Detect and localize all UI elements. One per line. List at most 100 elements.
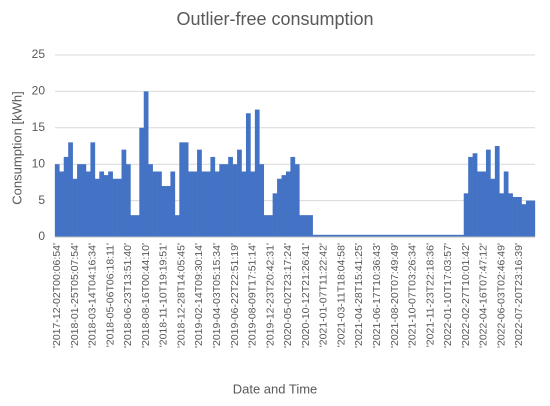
x-tick-label: '2022-07-20T23:16:39' (513, 243, 525, 348)
bar (517, 196, 522, 237)
bar (357, 234, 362, 237)
bar (419, 234, 425, 237)
bar (503, 171, 509, 237)
bar (499, 193, 505, 237)
bar (308, 215, 313, 237)
x-tick-label: '2019-12-23T20:42:31' (264, 243, 276, 348)
bar (379, 234, 385, 237)
bar (81, 164, 87, 237)
bar (272, 193, 278, 237)
bar (259, 164, 265, 237)
x-tick-label: '2018-11-10T19:19:51' (158, 243, 170, 347)
bar (525, 200, 531, 237)
y-tick-label: 15 (32, 120, 46, 134)
bar (374, 234, 380, 237)
bar (228, 156, 233, 237)
bar (263, 215, 269, 237)
bar (210, 156, 216, 237)
bar (192, 171, 198, 237)
bar (365, 234, 371, 237)
bar (277, 178, 282, 237)
bar (454, 234, 460, 237)
bar (459, 234, 465, 237)
x-tick-label: '2019-06-22T22:51:19' (229, 243, 241, 348)
bar (125, 164, 131, 237)
bar (165, 186, 171, 237)
bar (139, 127, 145, 237)
bar (130, 215, 136, 237)
bar (85, 171, 91, 237)
bar (54, 164, 60, 237)
bar (117, 178, 122, 237)
y-tick-label: 10 (32, 156, 46, 170)
bar (401, 234, 407, 237)
bar (370, 234, 376, 237)
x-tick-label: '2018-12-28T14:05:45' (175, 243, 187, 348)
x-tick-label: '2018-08-16T00:44:10' (140, 243, 152, 348)
x-tick-label: '2019-08-09T17:51:14' (247, 243, 259, 348)
bar (490, 178, 496, 237)
bar (214, 171, 220, 237)
bar (197, 149, 202, 237)
bar (450, 234, 456, 237)
bar (414, 234, 420, 237)
bar (477, 171, 482, 237)
bar (383, 234, 389, 237)
bar (219, 164, 225, 237)
x-tick-label: '2020-05-02T23:17:24' (282, 243, 294, 348)
x-tick-label: '2022-01-10T17:03:57' (442, 243, 454, 348)
x-tick-label: '2017-12-02T00:06:54' (51, 243, 63, 348)
x-tick-label: '2021-08-20T07:49:49' (389, 243, 401, 348)
bar (134, 215, 140, 237)
y-axis-label: Consumption [kWh] (9, 91, 24, 204)
bar (312, 234, 318, 237)
y-tick-label: 25 (32, 47, 46, 61)
bar (157, 171, 162, 237)
bar (405, 234, 411, 237)
bar (437, 234, 442, 237)
bar (77, 164, 82, 237)
bar (170, 171, 176, 237)
bar (161, 186, 167, 237)
bar (428, 234, 433, 237)
bar (179, 142, 185, 237)
bar (59, 171, 65, 237)
bar (494, 146, 500, 237)
bar (343, 234, 349, 237)
y-tick-label: 0 (38, 229, 45, 243)
bar (245, 113, 251, 237)
bar (112, 178, 118, 237)
y-tick-label: 5 (38, 193, 45, 207)
bar (321, 234, 327, 237)
bar (90, 142, 96, 237)
chart-title: Outlier-free consumption (176, 9, 373, 29)
bar (481, 171, 487, 237)
bar (432, 234, 438, 237)
bar (290, 156, 296, 237)
bar (445, 234, 451, 237)
bar (268, 215, 273, 237)
bar (352, 234, 358, 237)
bar (68, 142, 73, 237)
x-tick-label: '2021-01-07T11:22:42' (318, 243, 330, 347)
bar (485, 149, 491, 237)
bar (281, 175, 287, 237)
bar (254, 109, 260, 237)
x-tick-label: '2022-04-16T07:47:12' (478, 243, 490, 348)
bar (468, 156, 473, 237)
bar (94, 178, 100, 237)
bar (512, 196, 518, 237)
bar (463, 193, 469, 237)
bar (143, 91, 149, 238)
bar (441, 234, 447, 237)
bar (530, 200, 536, 237)
bar (334, 234, 340, 237)
bar (423, 234, 429, 237)
x-tick-label: '2019-02-14T09:30:14' (193, 243, 205, 348)
y-tick-label: 20 (32, 84, 46, 98)
x-tick-label: '2021-10-07T03:26:34' (407, 243, 419, 348)
bar (361, 234, 367, 237)
bar (339, 234, 345, 237)
bar (205, 171, 211, 237)
